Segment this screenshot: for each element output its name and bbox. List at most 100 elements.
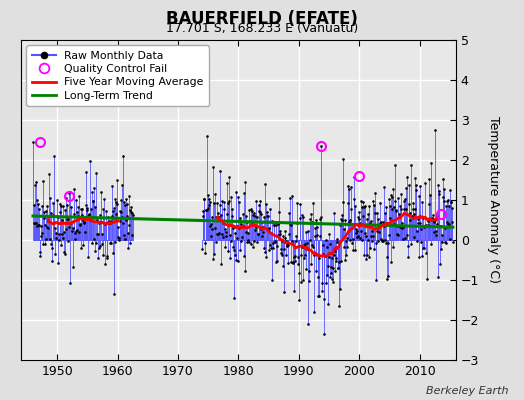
Point [441, 225, 450, 232]
Point [411, 175, 419, 181]
Point [321, 253, 329, 259]
Point [61, 207, 70, 213]
Point [31, 219, 40, 226]
Point [435, 188, 443, 194]
Point [415, 254, 423, 260]
Point [397, 190, 405, 197]
Point [228, 213, 236, 219]
Point [427, 160, 435, 166]
Point [286, 194, 294, 201]
Point [48, 258, 56, 264]
Point [76, 221, 84, 228]
Point [225, 174, 233, 180]
Point [399, 206, 408, 212]
Point [57, 203, 65, 209]
Point [434, 191, 443, 198]
Point [388, 206, 396, 212]
Point [104, 219, 112, 225]
Point [388, 194, 397, 200]
Point [99, 206, 107, 212]
Point [77, 244, 85, 251]
Point [385, 196, 394, 202]
Point [424, 201, 433, 208]
Point [366, 219, 374, 226]
Point [239, 223, 247, 229]
Point [337, 212, 346, 218]
Point [330, 252, 339, 258]
Point [227, 238, 236, 244]
Text: 17.701 S, 168.233 E (Vanuatu): 17.701 S, 168.233 E (Vanuatu) [166, 22, 358, 35]
Point [61, 251, 69, 257]
Point [351, 203, 359, 210]
Point [80, 218, 89, 225]
Point [203, 133, 211, 139]
Point [244, 236, 253, 243]
Point [53, 260, 62, 266]
Point [56, 209, 64, 216]
Point [42, 202, 51, 209]
Point [260, 180, 269, 187]
Point [412, 181, 420, 188]
Point [314, 293, 322, 299]
Point [309, 244, 317, 250]
Point [344, 219, 353, 226]
Point [421, 222, 429, 229]
Point [103, 254, 111, 261]
Point [352, 230, 360, 236]
Point [417, 239, 425, 246]
Point [252, 198, 260, 204]
Point [217, 231, 226, 237]
Point [74, 193, 83, 199]
Point [81, 228, 89, 235]
Point [304, 268, 313, 274]
Point [269, 222, 278, 228]
Point [126, 239, 134, 246]
Point [127, 232, 136, 238]
Point [204, 196, 213, 202]
Point [417, 226, 425, 232]
Point [271, 222, 280, 228]
Point [361, 230, 369, 236]
Point [218, 198, 226, 204]
Point [58, 231, 66, 237]
Point [79, 242, 88, 248]
Point [387, 192, 395, 199]
Point [231, 230, 239, 236]
Point [401, 185, 410, 191]
Point [52, 230, 60, 236]
Point [233, 235, 241, 242]
Point [85, 210, 94, 217]
Point [334, 258, 343, 265]
Point [389, 244, 397, 250]
Point [396, 206, 405, 212]
Point [228, 244, 237, 250]
Point [367, 233, 375, 239]
Point [336, 222, 344, 229]
Point [327, 270, 335, 276]
Point [317, 143, 325, 149]
Point [334, 265, 342, 272]
Point [30, 182, 39, 188]
Point [318, 280, 326, 286]
Point [368, 228, 377, 234]
Point [349, 247, 357, 253]
Point [258, 229, 267, 236]
Point [42, 236, 50, 242]
Point [67, 220, 75, 226]
Point [437, 246, 445, 252]
Point [100, 196, 108, 202]
Point [203, 205, 212, 211]
Point [54, 214, 62, 221]
Point [430, 219, 438, 226]
Point [228, 206, 236, 212]
Point [286, 221, 294, 227]
Point [404, 254, 412, 261]
Point [106, 218, 115, 224]
Point [355, 209, 363, 215]
Point [374, 216, 382, 222]
Point [370, 210, 379, 216]
Point [337, 258, 345, 264]
Point [311, 225, 319, 231]
Point [117, 214, 126, 220]
Point [260, 244, 268, 251]
